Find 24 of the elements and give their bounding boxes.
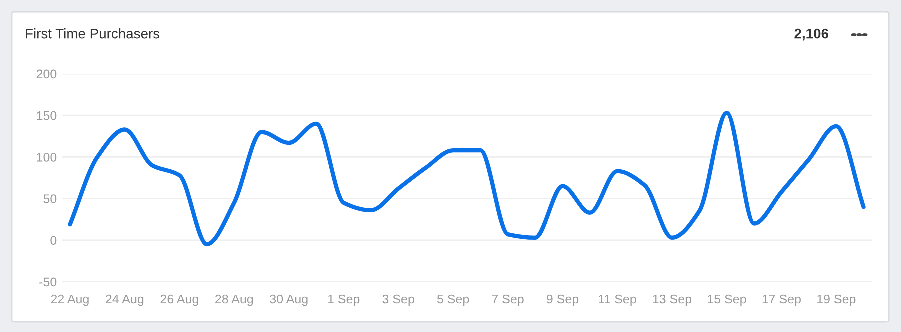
x-tick-label: 17 Sep xyxy=(762,294,801,306)
x-tick-label: 5 Sep xyxy=(437,294,470,306)
x-tick-label: 1 Sep xyxy=(328,294,360,306)
x-tick-label: 30 Aug xyxy=(270,294,308,306)
line-series xyxy=(68,111,866,247)
x-tick-label: 28 Aug xyxy=(216,294,254,306)
y-tick-label: 150 xyxy=(37,111,57,120)
x-tick-label: 13 Sep xyxy=(653,294,692,306)
y-tick-label: 50 xyxy=(44,194,57,204)
x-tick-label: 9 Sep xyxy=(547,294,579,306)
x-tick-label: 3 Sep xyxy=(382,294,414,306)
x-tick-label: 24 Aug xyxy=(106,294,144,306)
y-tick-label: 100 xyxy=(37,153,57,162)
x-tick-label: 11 Sep xyxy=(599,294,636,306)
x-tick-label: 26 Aug xyxy=(160,294,198,306)
chart-title: First Time Purchasers xyxy=(26,28,160,39)
y-tick-label: 0 xyxy=(50,236,57,246)
y-tick-label: -50 xyxy=(40,278,57,287)
x-tick-label: 15 Sep xyxy=(708,294,746,306)
x-tick-label: 7 Sep xyxy=(492,294,524,306)
x-tick-label: 19 Sep xyxy=(818,294,856,306)
x-tick-label: 22 Aug xyxy=(51,294,89,306)
y-tick-label: 200 xyxy=(36,70,57,79)
text: 2,106 xyxy=(794,28,828,41)
